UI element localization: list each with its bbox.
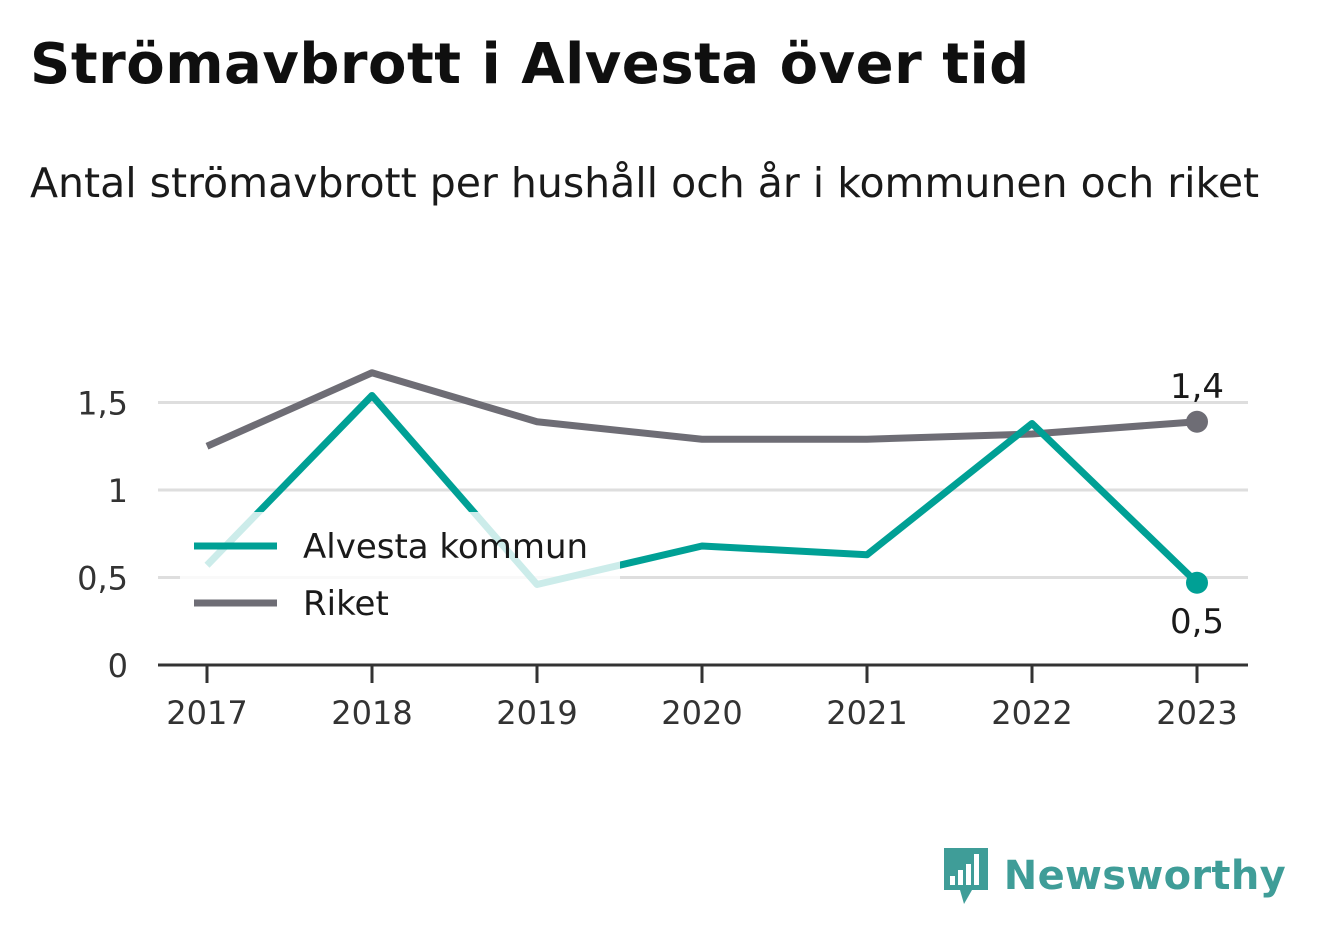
x-tick-label: 2017 [166, 694, 247, 732]
endpoint-marker-riket [1186, 410, 1208, 433]
newsworthy-logo: Newsworthy [942, 846, 1286, 906]
x-tick-label: 2021 [826, 694, 907, 732]
y-tick-label: 0 [108, 647, 128, 685]
newsworthy-logo-icon [943, 848, 988, 904]
y-tick-label: 1 [108, 472, 128, 510]
end-value-label: 0,5 [1170, 602, 1224, 642]
x-tick-label: 2022 [991, 694, 1072, 732]
legend-label-riket: Riket [303, 584, 389, 624]
chart-subtitle: Antal strömavbrott per hushåll och år i … [30, 159, 1260, 207]
x-tick-label: 2019 [496, 694, 577, 732]
brand-name: Newsworthy [1003, 853, 1286, 899]
data-labels: 0,5 1,4 [1170, 367, 1224, 642]
chart-title: Strömavbrott i Alvesta över tid [30, 32, 1030, 97]
x-tick-label: 2023 [1156, 694, 1237, 732]
x-tick-label: 2018 [331, 694, 412, 732]
legend: Alvesta kommun Riket [180, 512, 620, 634]
series-line-riket [205, 369, 1198, 450]
axes: 0 0,5 1 1,5 2017 2018 2019 2020 2021 2022 2023 [77, 385, 1248, 732]
y-tick-label: 1,5 [77, 385, 128, 423]
x-tick-label: 2020 [661, 694, 742, 732]
endpoint-marker-alvesta-kommun [1186, 571, 1208, 594]
legend-backdrop [180, 512, 620, 634]
legend-label-alvesta-kommun: Alvesta kommun [303, 527, 588, 567]
series-lines [204, 369, 1208, 594]
y-tick-label: 0,5 [77, 560, 128, 598]
series-line-alvesta-kommun [204, 392, 1200, 588]
end-value-label: 1,4 [1170, 367, 1224, 407]
